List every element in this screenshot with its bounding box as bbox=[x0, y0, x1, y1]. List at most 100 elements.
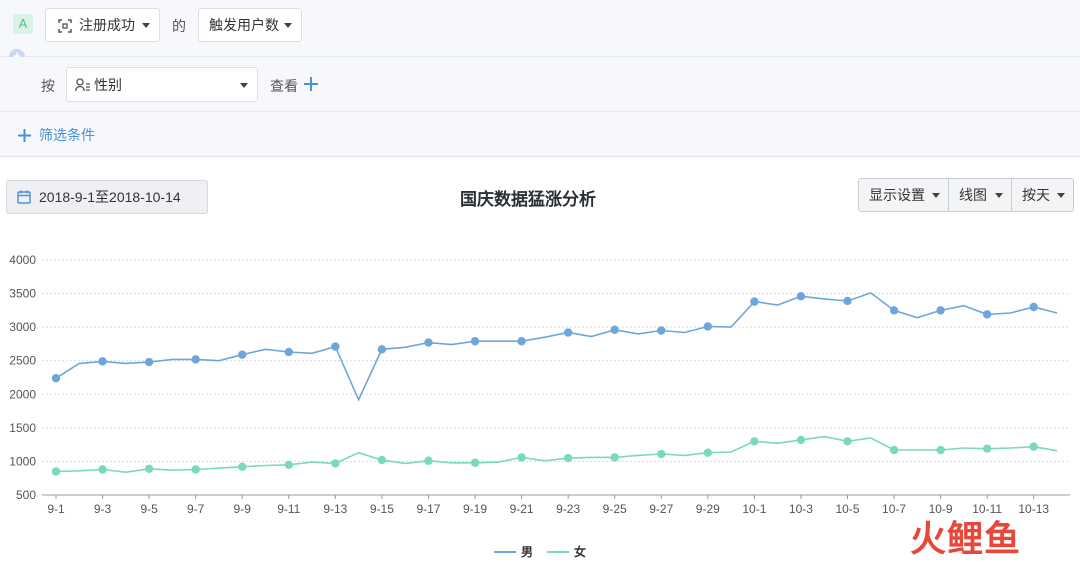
legend-label-female: 女 bbox=[574, 545, 587, 559]
event-select-label: 注册成功 bbox=[79, 17, 135, 33]
data-point bbox=[610, 453, 619, 462]
data-point bbox=[703, 448, 713, 457]
x-tick-label: 9-19 bbox=[463, 502, 487, 516]
data-point bbox=[889, 445, 899, 455]
data-point bbox=[238, 350, 247, 359]
y-tick-label: 2000 bbox=[9, 387, 36, 401]
series-badge: A bbox=[13, 14, 33, 34]
legend-item-female[interactable]: 女 bbox=[547, 543, 586, 560]
x-tick-label: 10-13 bbox=[1018, 502, 1049, 516]
data-point bbox=[703, 322, 713, 331]
legend-swatch-female bbox=[547, 550, 569, 553]
data-point bbox=[98, 465, 107, 474]
event-select[interactable]: 注册成功 bbox=[45, 8, 160, 42]
group-select-label: 性别 bbox=[94, 76, 122, 93]
x-tick-label: 10-9 bbox=[929, 502, 953, 516]
watermark-logo: 火鲤鱼 bbox=[910, 518, 1022, 559]
x-tick-label: 9-15 bbox=[370, 502, 394, 516]
group-row: 按 性别 查看 bbox=[0, 57, 1080, 112]
data-point bbox=[144, 464, 154, 474]
add-filter-button[interactable]: 筛选条件 bbox=[18, 126, 95, 144]
y-tick-label: 2500 bbox=[9, 354, 36, 368]
date-range-picker[interactable]: 2018-9-1至2018-10-14 bbox=[6, 180, 208, 214]
data-point bbox=[191, 355, 200, 364]
chevron-down-icon bbox=[932, 193, 940, 198]
chevron-down-icon bbox=[142, 23, 150, 28]
data-point bbox=[750, 437, 759, 446]
chart-type-button[interactable]: 线图 bbox=[949, 179, 1012, 211]
legend-swatch-male bbox=[493, 550, 516, 553]
data-point bbox=[377, 345, 387, 354]
user-property-icon bbox=[75, 78, 90, 92]
x-tick-label: 9-13 bbox=[323, 502, 347, 516]
data-point bbox=[144, 357, 154, 367]
data-point bbox=[470, 337, 480, 346]
data-point bbox=[982, 310, 992, 319]
chart-legend: 男 女 bbox=[0, 543, 1080, 560]
x-tick-label: 9-25 bbox=[603, 502, 627, 516]
data-point bbox=[750, 297, 759, 306]
data-point bbox=[284, 460, 293, 469]
scan-icon bbox=[58, 19, 72, 33]
add-group-icon[interactable] bbox=[304, 77, 318, 91]
x-tick-label: 9-17 bbox=[416, 502, 440, 516]
y-tick-label: 500 bbox=[16, 488, 36, 502]
data-point bbox=[796, 292, 806, 301]
legend-label-male: 男 bbox=[520, 545, 533, 559]
y-tick-label: 1500 bbox=[9, 421, 36, 435]
x-tick-label: 9-23 bbox=[556, 502, 580, 516]
data-point bbox=[331, 342, 340, 351]
x-tick-label: 9-7 bbox=[187, 502, 205, 516]
data-point bbox=[843, 437, 852, 446]
group-select[interactable]: 性别 bbox=[66, 67, 258, 102]
data-point bbox=[936, 445, 945, 455]
data-point bbox=[563, 453, 573, 463]
data-point bbox=[424, 338, 433, 347]
x-tick-label: 9-29 bbox=[696, 502, 720, 516]
data-point bbox=[377, 455, 387, 465]
filter-row: 筛选条件 bbox=[0, 112, 1080, 157]
data-point bbox=[889, 306, 899, 315]
metric-select-label: 触发用户数 bbox=[209, 17, 279, 33]
series-line-male bbox=[55, 292, 1058, 402]
data-point bbox=[1029, 442, 1038, 451]
data-point bbox=[517, 453, 526, 462]
data-point bbox=[191, 465, 200, 474]
y-tick-label: 3500 bbox=[9, 287, 36, 301]
x-tick-label: 9-5 bbox=[140, 502, 158, 516]
legend-item-male[interactable]: 男 bbox=[493, 543, 533, 560]
chevron-down-icon bbox=[995, 193, 1003, 198]
x-tick-label: 10-7 bbox=[882, 502, 906, 516]
data-point bbox=[517, 337, 526, 346]
y-tick-label: 4000 bbox=[9, 253, 36, 267]
data-point bbox=[796, 435, 806, 445]
x-tick-label: 9-11 bbox=[277, 502, 300, 516]
data-point bbox=[51, 373, 61, 383]
calendar-icon bbox=[17, 190, 31, 204]
chevron-down-icon bbox=[240, 82, 248, 88]
add-filter-label: 筛选条件 bbox=[39, 127, 95, 143]
x-tick-label: 10-5 bbox=[835, 502, 859, 516]
chart-title: 国庆数据猛涨分析 bbox=[460, 190, 596, 209]
data-point bbox=[284, 347, 293, 357]
chart-toolbar: 显示设置 线图 按天 bbox=[858, 178, 1074, 212]
data-point bbox=[470, 458, 480, 467]
event-row: A 注册成功 的 触发用户数 + bbox=[0, 0, 1080, 65]
data-point bbox=[657, 449, 666, 459]
data-point bbox=[843, 296, 852, 306]
x-tick-label: 10-1 bbox=[742, 502, 766, 516]
data-point bbox=[982, 444, 992, 453]
granularity-label: 按天 bbox=[1022, 187, 1050, 203]
data-point bbox=[610, 325, 619, 335]
view-label: 查看 bbox=[270, 78, 298, 94]
data-point bbox=[331, 459, 340, 468]
of-label: 的 bbox=[172, 18, 186, 34]
data-point bbox=[51, 467, 61, 476]
x-tick-label: 9-3 bbox=[94, 502, 112, 516]
x-tick-label: 9-21 bbox=[510, 502, 534, 516]
display-settings-button[interactable]: 显示设置 bbox=[859, 179, 949, 211]
granularity-button[interactable]: 按天 bbox=[1012, 179, 1073, 211]
x-tick-label: 9-27 bbox=[649, 502, 673, 516]
chart-type-label: 线图 bbox=[959, 187, 987, 203]
metric-select[interactable]: 触发用户数 bbox=[198, 8, 302, 42]
